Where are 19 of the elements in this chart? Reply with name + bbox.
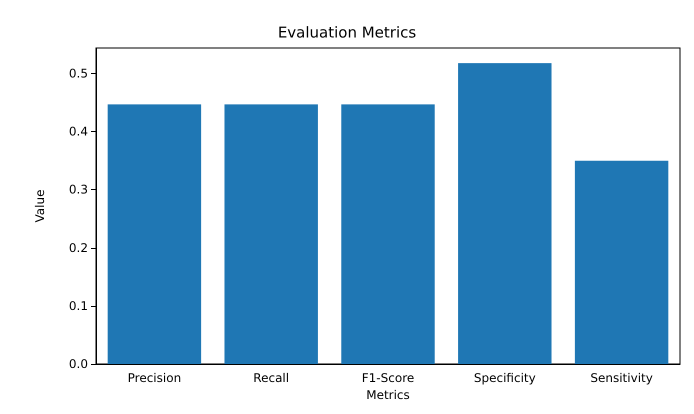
- y-tick-label: 0.0: [68, 357, 88, 371]
- y-axis-title: Value: [33, 190, 47, 222]
- bar: [458, 63, 552, 364]
- y-tick-label: 0.2: [68, 240, 88, 255]
- bar: [108, 104, 202, 364]
- y-tick-label: 0.5: [68, 66, 88, 81]
- y-tick-label: 0.3: [68, 182, 88, 197]
- bar: [341, 104, 435, 364]
- y-tick-label: 0.1: [68, 298, 88, 313]
- x-tick-label: Specificity: [474, 371, 536, 385]
- bar: [224, 104, 318, 364]
- y-tick-label: 0.4: [68, 124, 88, 139]
- x-tick-label: F1-Score: [362, 371, 414, 385]
- bar: [574, 160, 668, 364]
- chart-title: Evaluation Metrics: [278, 24, 416, 42]
- x-tick-label: Sensitivity: [590, 371, 653, 385]
- x-axis-title: Metrics: [366, 388, 410, 402]
- x-tick-label: Recall: [253, 371, 290, 385]
- x-tick-label: Precision: [128, 371, 182, 385]
